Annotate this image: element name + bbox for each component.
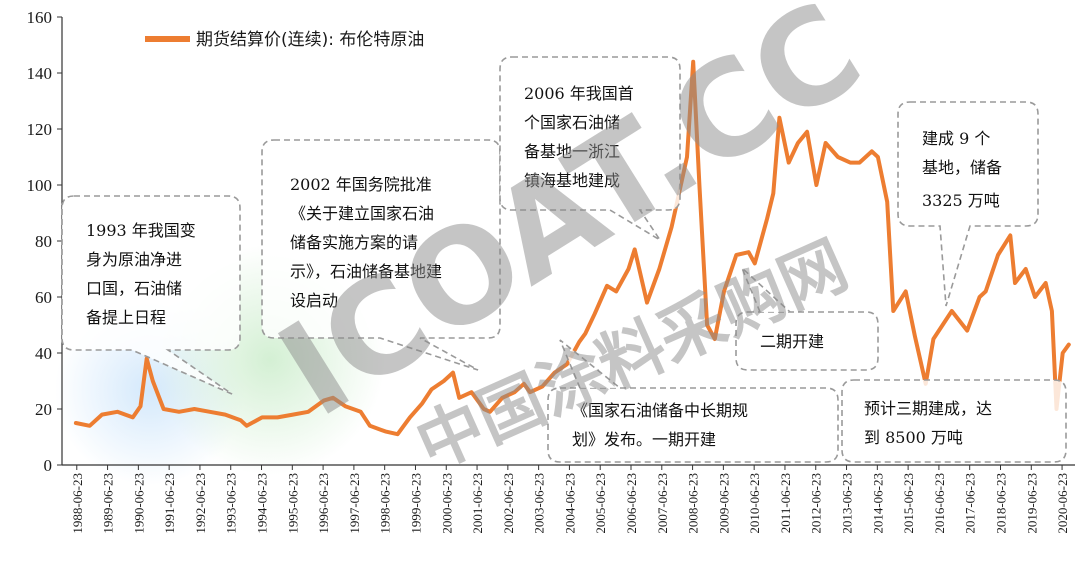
y-tick-label: 40 <box>35 344 52 363</box>
x-tick-label: 1998-06-23 <box>378 473 393 534</box>
x-tick-label: 1992-06-23 <box>193 473 208 534</box>
series-line-brent <box>73 59 1071 437</box>
x-tick-label: 1994-06-23 <box>255 473 270 534</box>
x-tick-label: 1999-06-23 <box>408 473 423 534</box>
y-tick-label: 160 <box>27 8 53 27</box>
annotation-2006: 2006 年我国首 个国家石油储 备基地一浙江 镇海基地建成 <box>499 56 681 241</box>
x-tick-label: 1996-06-23 <box>316 473 331 534</box>
annotation-2002-line3: 储备实施方案的请 <box>290 233 418 252</box>
x-tick-label: 2020-06-23 <box>1055 473 1070 534</box>
x-tick-label: 2007-06-23 <box>655 473 670 534</box>
x-tick-label: 1989-06-23 <box>101 473 116 534</box>
legend: 期货结算价(连续): 布伦特原油 <box>145 30 424 50</box>
x-tick-label: 2011-06-23 <box>778 473 793 533</box>
annotation-1993-line3: 口国，石油储 <box>86 279 182 298</box>
x-tick-label: 2006-06-23 <box>624 473 639 534</box>
x-tick-label: 2009-06-23 <box>716 473 731 534</box>
annotation-phase3-line1: 预计三期建成，达 <box>864 399 992 418</box>
x-tick-label: 2001-06-23 <box>470 473 485 534</box>
y-tick-label: 120 <box>27 120 53 139</box>
y-tick-label: 20 <box>35 400 52 419</box>
annotation-1993-line2: 身为原油净进 <box>86 250 182 269</box>
x-axis-ticks: 1988-06-23 1989-06-23 1990-06-23 1991-06-23… <box>70 465 1070 534</box>
annotation-phase2: 二期开建 <box>735 267 879 371</box>
x-tick-label: 2018-06-23 <box>993 473 1008 534</box>
annotation-2002-line5: 设启动 <box>290 291 338 310</box>
x-tick-label: 2002-06-23 <box>501 473 516 534</box>
x-tick-label: 2012-06-23 <box>809 473 824 534</box>
y-tick-label: 100 <box>27 176 53 195</box>
x-tick-label: 2005-06-23 <box>593 473 608 534</box>
annotation-nine-bases-line2: 基地，储备 <box>922 158 1002 177</box>
y-tick-label: 60 <box>35 288 52 307</box>
x-tick-label: 2010-06-23 <box>747 473 762 534</box>
annotation-1993-line4: 备提上日程 <box>86 308 166 327</box>
annotation-phase2-line1: 二期开建 <box>760 332 824 351</box>
annotation-1993: 1993 年我国变 身为原油净进 口国，石油储 备提上日程 <box>61 195 241 395</box>
y-tick-label: 140 <box>27 64 53 83</box>
x-tick-label: 2003-06-23 <box>532 473 547 534</box>
annotation-2002-line2: 《关于建立国家石油 <box>290 204 434 223</box>
annotation-plan: 《国家石油储备中长期规 划》发布。一期开建 <box>547 339 839 463</box>
annotation-phase3: 预计三期建成，达 到 8500 万吨 <box>841 379 1067 463</box>
x-tick-label: 1995-06-23 <box>285 473 300 534</box>
annotation-2006-line4: 镇海基地建成 <box>524 171 620 190</box>
annotation-2006-line3: 备基地一浙江 <box>524 142 620 161</box>
x-tick-label: 2017-06-23 <box>963 473 978 534</box>
x-tick-label: 2016-06-23 <box>932 473 947 534</box>
x-tick-label: 2004-06-23 <box>562 473 577 534</box>
annotation-2002-line4: 示》，石油储备基地建 <box>290 262 442 281</box>
annotation-2006-line1: 2006 年我国首 <box>524 84 634 103</box>
x-tick-label: 2019-06-23 <box>1024 473 1039 534</box>
x-tick-label: 1990-06-23 <box>131 473 146 534</box>
x-tick-label: 1988-06-23 <box>70 473 85 534</box>
annotation-2002-line1: 2002 年国务院批准 <box>290 175 432 194</box>
x-tick-label: 1991-06-23 <box>162 473 177 534</box>
x-tick-label: 2014-06-23 <box>870 473 885 534</box>
annotation-plan-line2: 划》发布。一期开建 <box>572 430 716 449</box>
y-axis-ticks: 0 20 40 60 80 100 120 140 160 <box>27 8 62 475</box>
x-tick-label: 2013-06-23 <box>840 473 855 534</box>
annotation-plan-line1: 《国家石油储备中长期规 <box>572 401 748 420</box>
annotation-nine-bases-line1: 建成 9 个 <box>922 129 990 148</box>
annotation-2002: 2002 年国务院批准 《关于建立国家石油 储备实施方案的请 示》，石油储备基地… <box>261 139 501 371</box>
x-tick-label: 1997-06-23 <box>347 473 362 534</box>
annotation-nine-bases: 建成 9 个 基地，储备 3325 万吨 <box>897 101 1039 307</box>
y-tick-label: 80 <box>35 232 52 251</box>
x-tick-label: 2000-06-23 <box>439 473 454 534</box>
annotation-1993-line1: 1993 年我国变 <box>86 221 196 240</box>
y-tick-label: 0 <box>44 456 53 475</box>
annotation-phase3-line2: 到 8500 万吨 <box>864 428 963 447</box>
annotation-2006-line2: 个国家石油储 <box>524 113 620 132</box>
legend-label: 期货结算价(连续): 布伦特原油 <box>196 30 424 50</box>
x-tick-label: 2015-06-23 <box>901 473 916 534</box>
x-tick-label: 1993-06-23 <box>224 473 239 534</box>
annotation-nine-bases-line3: 3325 万吨 <box>922 191 1000 210</box>
x-tick-label: 2008-06-23 <box>686 473 701 534</box>
